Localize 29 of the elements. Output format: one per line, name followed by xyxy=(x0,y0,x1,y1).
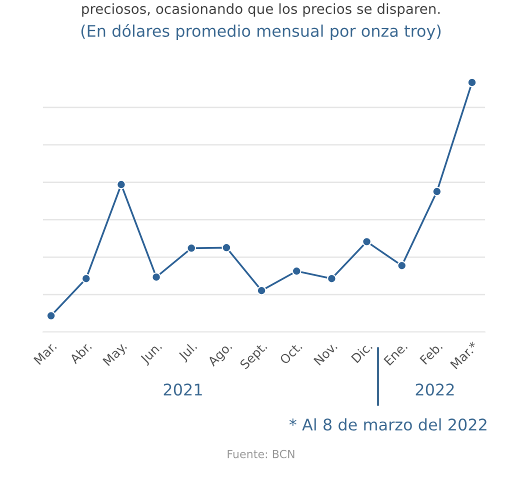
x-tick-label: Oct. xyxy=(279,341,303,365)
text: 2022 xyxy=(416,384,454,396)
point xyxy=(326,274,336,284)
point xyxy=(116,180,126,190)
x-tick-label: Ene. xyxy=(384,342,408,366)
point xyxy=(222,242,232,252)
chart-subtitle: (En dólares promedio mensual por onza troy) xyxy=(81,24,441,40)
point xyxy=(397,260,407,270)
x-tick-label: Abr. xyxy=(68,341,92,364)
x-tick-label: Jul. xyxy=(177,341,199,363)
point xyxy=(81,274,91,284)
point xyxy=(467,78,477,88)
x-tick-label: Dic. xyxy=(350,341,373,364)
point xyxy=(432,186,442,196)
text: * Al 8 de marzo del 2022 xyxy=(289,418,486,431)
x-tick-label: Jun. xyxy=(140,342,164,366)
source-note: Fuente: BCN xyxy=(228,450,294,458)
x-tick-label: Nov. xyxy=(313,342,338,366)
x-tick-label: Mar. xyxy=(34,342,57,365)
point xyxy=(46,311,56,321)
point xyxy=(152,272,162,282)
point xyxy=(186,243,196,253)
x-tick-label: Ago. xyxy=(207,342,234,369)
x-tick-label: Feb. xyxy=(419,341,443,365)
point xyxy=(362,236,372,246)
point xyxy=(256,286,266,296)
text: 2021 xyxy=(164,384,202,396)
chart-title: preciosos, ocasionando que los precios se disparen. xyxy=(82,3,440,17)
point xyxy=(292,266,302,276)
